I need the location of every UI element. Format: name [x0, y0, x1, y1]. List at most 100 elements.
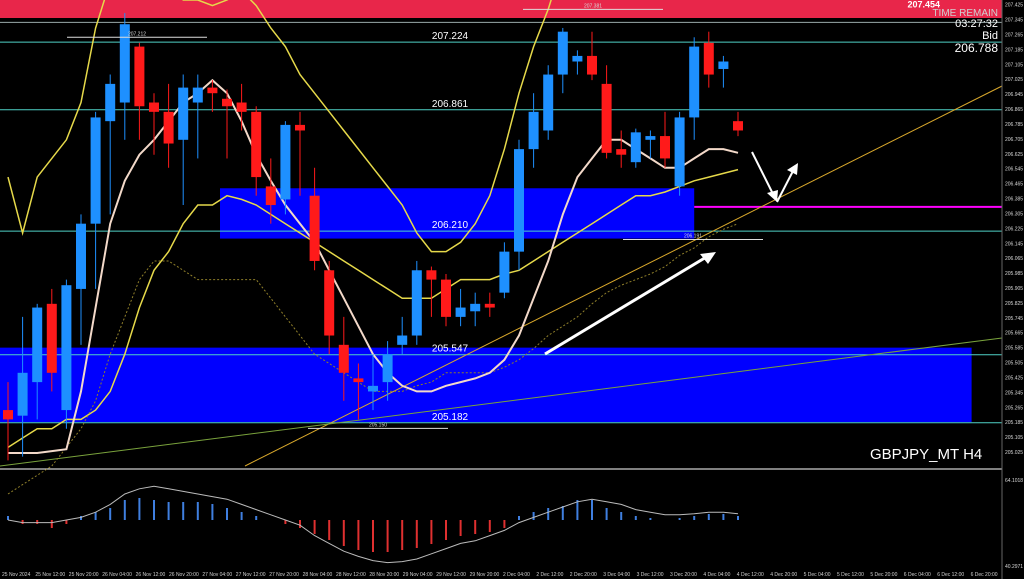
bull-candle	[718, 61, 729, 69]
bear-candle	[265, 186, 276, 206]
top-red-band	[0, 0, 1002, 18]
y-tick: 205.025	[1005, 450, 1023, 456]
x-tick: 4 Dec 12:00	[737, 572, 764, 578]
y-tick: 207.105	[1005, 62, 1023, 68]
bull-candle	[76, 223, 86, 289]
up-arrow-large	[544, 254, 709, 356]
level-label-1: 206.861	[432, 99, 469, 110]
x-tick: 27 Nov 20:00	[269, 572, 299, 578]
bull-candle	[280, 124, 291, 200]
bull-candle	[119, 24, 130, 103]
bear-candle	[733, 121, 743, 131]
osc-tick: 40.2971	[1005, 564, 1023, 570]
x-tick: 5 Dec 04:00	[804, 572, 831, 578]
x-tick: 28 Nov 04:00	[303, 572, 333, 578]
top-price-label: 207.454	[907, 0, 940, 9]
bear-candle	[309, 195, 320, 261]
bear-candle	[601, 83, 612, 153]
y-tick: 206.545	[1005, 167, 1023, 173]
x-tick: 5 Dec 12:00	[837, 572, 864, 578]
y-tick: 206.305	[1005, 211, 1023, 217]
bull-candle	[543, 74, 554, 131]
x-tick: 29 Nov 04:00	[403, 572, 433, 578]
bull-candle	[382, 354, 393, 383]
bull-candle	[689, 46, 700, 118]
price-axis: 207.425 207.345 207.265 207.185 207.105 207.0…	[1001, 0, 1024, 579]
demand-zone-0	[220, 188, 695, 239]
rising-trendline	[244, 85, 1003, 467]
bull-candle	[90, 117, 101, 224]
symbol-label: GBPJPY_MT H4	[870, 446, 983, 463]
bull-candle	[572, 55, 583, 62]
bear-candle	[251, 111, 262, 178]
up-arrow-small-head	[787, 163, 798, 175]
bid-label: Bid	[982, 30, 998, 42]
y-tick: 206.625	[1005, 152, 1023, 158]
x-tick: 3 Dec 20:00	[670, 572, 697, 578]
bear-candle	[441, 279, 451, 317]
bear-candle	[46, 303, 57, 373]
bear-candle	[616, 149, 627, 155]
bull-candle	[674, 117, 685, 187]
x-tick: 29 Nov 12:00	[436, 572, 466, 578]
bull-candle	[368, 385, 378, 392]
x-tick: 25 Nov 2024	[2, 572, 31, 578]
y-tick: 205.505	[1005, 361, 1023, 367]
bear-candle	[207, 87, 218, 94]
up-arrow-large-head	[700, 252, 716, 264]
osc-tick: 64.1018	[1005, 478, 1023, 484]
x-tick: 6 Dec 12:00	[937, 572, 964, 578]
bear-candle	[426, 270, 437, 280]
y-tick: 205.905	[1005, 286, 1023, 292]
x-tick: 3 Dec 12:00	[637, 572, 664, 578]
bull-candle	[397, 335, 408, 345]
bear-candle	[353, 378, 364, 383]
y-tick: 205.265	[1005, 405, 1023, 411]
y-tick: 205.345	[1005, 390, 1023, 396]
bear-candle	[660, 136, 670, 159]
y-tick: 205.825	[1005, 301, 1023, 307]
bull-candle	[178, 87, 189, 140]
x-tick: 2 Dec 12:00	[536, 572, 563, 578]
timer-value: 03:27:32	[955, 18, 998, 30]
y-tick: 207.345	[1005, 18, 1023, 24]
bull-candle	[17, 372, 28, 416]
y-tick: 205.185	[1005, 420, 1023, 426]
y-tick: 205.745	[1005, 316, 1023, 322]
y-tick: 206.465	[1005, 182, 1023, 188]
price-axis-bg	[1002, 0, 1024, 579]
bear-candle	[295, 124, 305, 131]
swing-marker-label: 207.381	[584, 3, 602, 9]
x-tick: 26 Nov 12:00	[136, 572, 166, 578]
bear-candle	[149, 102, 159, 112]
swing-marker-label: 207.212	[128, 31, 146, 37]
y-tick: 207.265	[1005, 32, 1023, 38]
down-arrow-head	[767, 190, 778, 202]
bear-candle	[222, 98, 232, 107]
y-tick: 206.865	[1005, 107, 1023, 113]
level-label-4: 205.182	[432, 412, 469, 423]
bull-candle	[61, 285, 72, 411]
bull-candle	[32, 307, 43, 383]
x-tick: 25 Nov 20:00	[69, 572, 99, 578]
candles-layer	[3, 13, 743, 461]
x-tick: 26 Nov 20:00	[169, 572, 199, 578]
demand-zone-1	[0, 347, 972, 423]
bull-candle	[645, 136, 656, 140]
down-arrow	[751, 151, 774, 195]
bear-candle	[236, 102, 247, 112]
long-trendline	[0, 337, 1003, 467]
y-tick: 205.985	[1005, 271, 1023, 277]
bollinger-lower	[7, 168, 739, 449]
x-tick: 27 Nov 12:00	[236, 572, 266, 578]
bull-candle	[470, 303, 481, 312]
envelope-line	[7, 223, 739, 495]
bull-candle	[557, 31, 568, 75]
y-tick: 206.065	[1005, 256, 1023, 262]
bull-candle	[192, 87, 203, 103]
x-tick: 2 Dec 04:00	[503, 572, 530, 578]
x-tick: 28 Nov 20:00	[369, 572, 399, 578]
x-tick: 5 Dec 20:00	[870, 572, 897, 578]
bull-candle	[499, 251, 510, 293]
timer-label: TIME REMAIN	[932, 8, 998, 19]
